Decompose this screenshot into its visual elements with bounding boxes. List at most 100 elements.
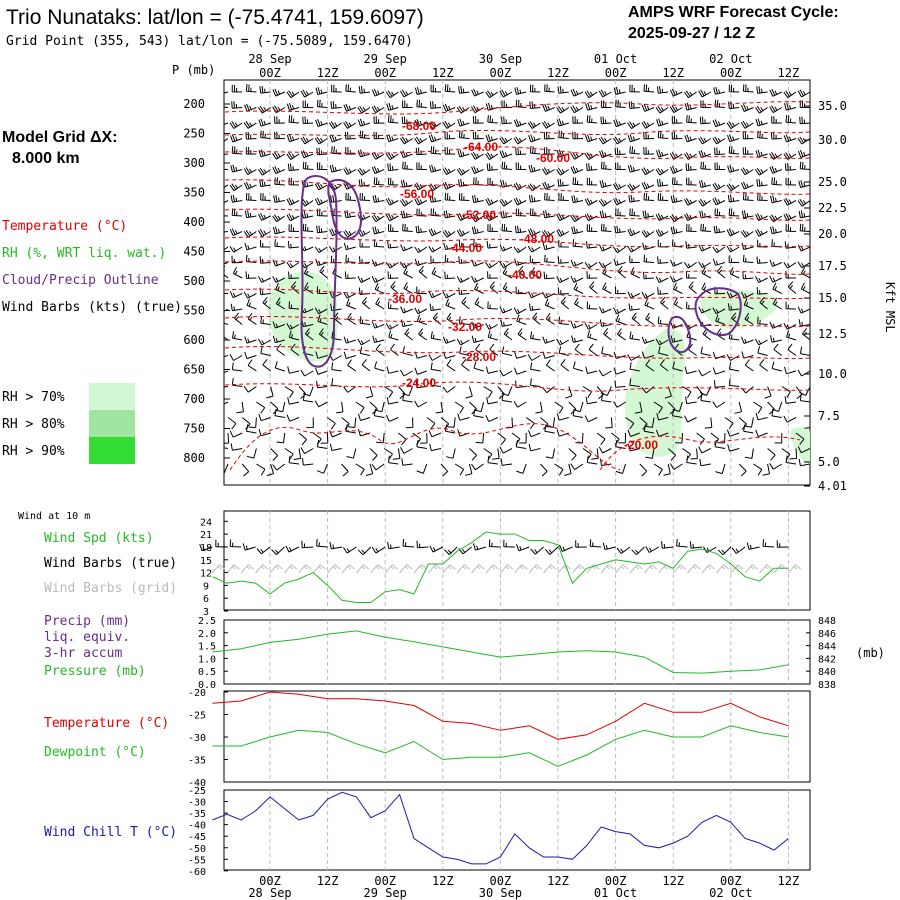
wind-barb xyxy=(373,408,385,418)
rh-area xyxy=(624,328,686,457)
wind-barb xyxy=(528,443,541,452)
wind-barb xyxy=(757,130,768,139)
wind-barb xyxy=(571,226,584,235)
wind-barb xyxy=(224,447,229,449)
wind-barb xyxy=(809,433,810,434)
wind-barb xyxy=(557,179,569,187)
wind-barb xyxy=(784,396,797,404)
wind-barb xyxy=(274,408,285,418)
wind-barb xyxy=(359,192,371,201)
wind-barb xyxy=(787,343,797,356)
wind-barb xyxy=(543,131,555,140)
wind-barb xyxy=(528,164,541,173)
wind-barb xyxy=(304,282,314,294)
wind-barb xyxy=(799,393,810,403)
wind-barb xyxy=(272,463,286,471)
bottom-hour-labels: 00Z 12Z 00Z 12Z 00Z 12Z 00Z 12Z 00Z 12Z xyxy=(259,874,799,888)
wind-barb xyxy=(317,463,328,474)
wind-barb xyxy=(727,164,740,173)
wind-barb xyxy=(316,147,328,156)
wind-barb xyxy=(429,194,442,203)
wind-barb xyxy=(712,136,726,145)
wind-barb xyxy=(369,448,378,461)
wind-barb xyxy=(316,208,328,217)
true-wind-barb xyxy=(242,543,256,551)
wind-barb xyxy=(485,414,499,423)
wind-barb xyxy=(245,84,257,93)
wind-barb xyxy=(753,401,763,414)
wind-barb xyxy=(229,183,243,192)
wind-barb xyxy=(443,242,456,251)
precip-tick-label: 0.0 xyxy=(198,680,216,691)
wind-barb xyxy=(572,116,584,124)
wind-barb xyxy=(641,103,655,112)
wind-barb xyxy=(357,338,371,346)
wind-barb xyxy=(483,386,493,398)
wind-barb xyxy=(500,319,513,327)
wind-barb xyxy=(789,448,798,460)
wind-barb xyxy=(429,164,442,173)
wind-barb xyxy=(634,401,643,414)
wind-barb xyxy=(686,115,697,124)
wind-barb xyxy=(428,354,442,361)
wind-barb xyxy=(686,224,697,232)
wind-barb xyxy=(530,378,541,387)
wind-barb xyxy=(698,306,712,314)
bottom-hour-label: 00Z xyxy=(374,874,396,888)
wind-barb xyxy=(387,115,399,124)
wind-barb xyxy=(229,291,243,299)
wind-barb xyxy=(224,246,229,251)
wind-barb xyxy=(344,210,356,219)
grid-wind-barb xyxy=(255,564,269,574)
wind-barb xyxy=(673,297,683,310)
wind-barb xyxy=(270,448,279,461)
wind-barb xyxy=(430,362,442,372)
grid-wind-barb xyxy=(586,564,600,574)
wind-barb xyxy=(756,256,768,264)
wind-chill-tick-label: -30 xyxy=(188,798,206,809)
wind-barb xyxy=(489,281,499,294)
wind-barb xyxy=(288,301,300,310)
grid-wind-barb xyxy=(528,564,542,574)
wind-barb xyxy=(317,439,328,449)
bottom-hour-label: 12Z xyxy=(778,874,800,888)
wind-barb xyxy=(785,224,797,232)
pressure-tick-label: 600 xyxy=(183,333,205,347)
wind-barb xyxy=(797,446,810,454)
wind-barb xyxy=(456,229,470,237)
wind-barb xyxy=(783,134,797,143)
wind-barb xyxy=(357,167,371,176)
wind-barb xyxy=(542,181,555,190)
wind-barb xyxy=(487,271,498,279)
wind-barb xyxy=(556,276,570,284)
pressure-tick-label: 800 xyxy=(183,451,205,465)
wind-barb xyxy=(656,178,669,187)
wind-barb xyxy=(300,447,314,455)
wind-barb xyxy=(714,147,726,156)
true-wind-barb xyxy=(516,544,530,552)
wind-barb xyxy=(231,84,243,93)
wind-barb xyxy=(387,177,399,186)
kft-tick-label: 22.5 xyxy=(818,201,847,215)
wind-barb xyxy=(328,121,342,129)
wind-barb xyxy=(274,239,285,248)
wind-barb xyxy=(315,367,328,375)
wind-barb xyxy=(560,296,570,310)
wind-barb xyxy=(513,197,527,206)
top-hour-label: 00Z xyxy=(605,66,627,80)
wind-barb xyxy=(429,303,442,311)
wind-barb xyxy=(799,223,810,232)
wind-barb xyxy=(400,244,413,252)
wind-barb xyxy=(243,181,257,190)
wind-barb xyxy=(527,121,541,129)
wind-barb xyxy=(544,424,555,434)
wind-barb xyxy=(645,448,655,459)
wind-barb xyxy=(442,181,456,190)
wind-barb xyxy=(266,463,274,477)
grid-wind-barb xyxy=(442,564,456,574)
pressure-tick-label: 840 xyxy=(818,667,836,678)
temperature-contour-line xyxy=(224,381,810,392)
grid-wind-barb xyxy=(384,564,398,574)
wind-barb xyxy=(371,463,385,471)
rh-legend: RH > 70% RH > 80% RH > 90% xyxy=(2,383,135,464)
